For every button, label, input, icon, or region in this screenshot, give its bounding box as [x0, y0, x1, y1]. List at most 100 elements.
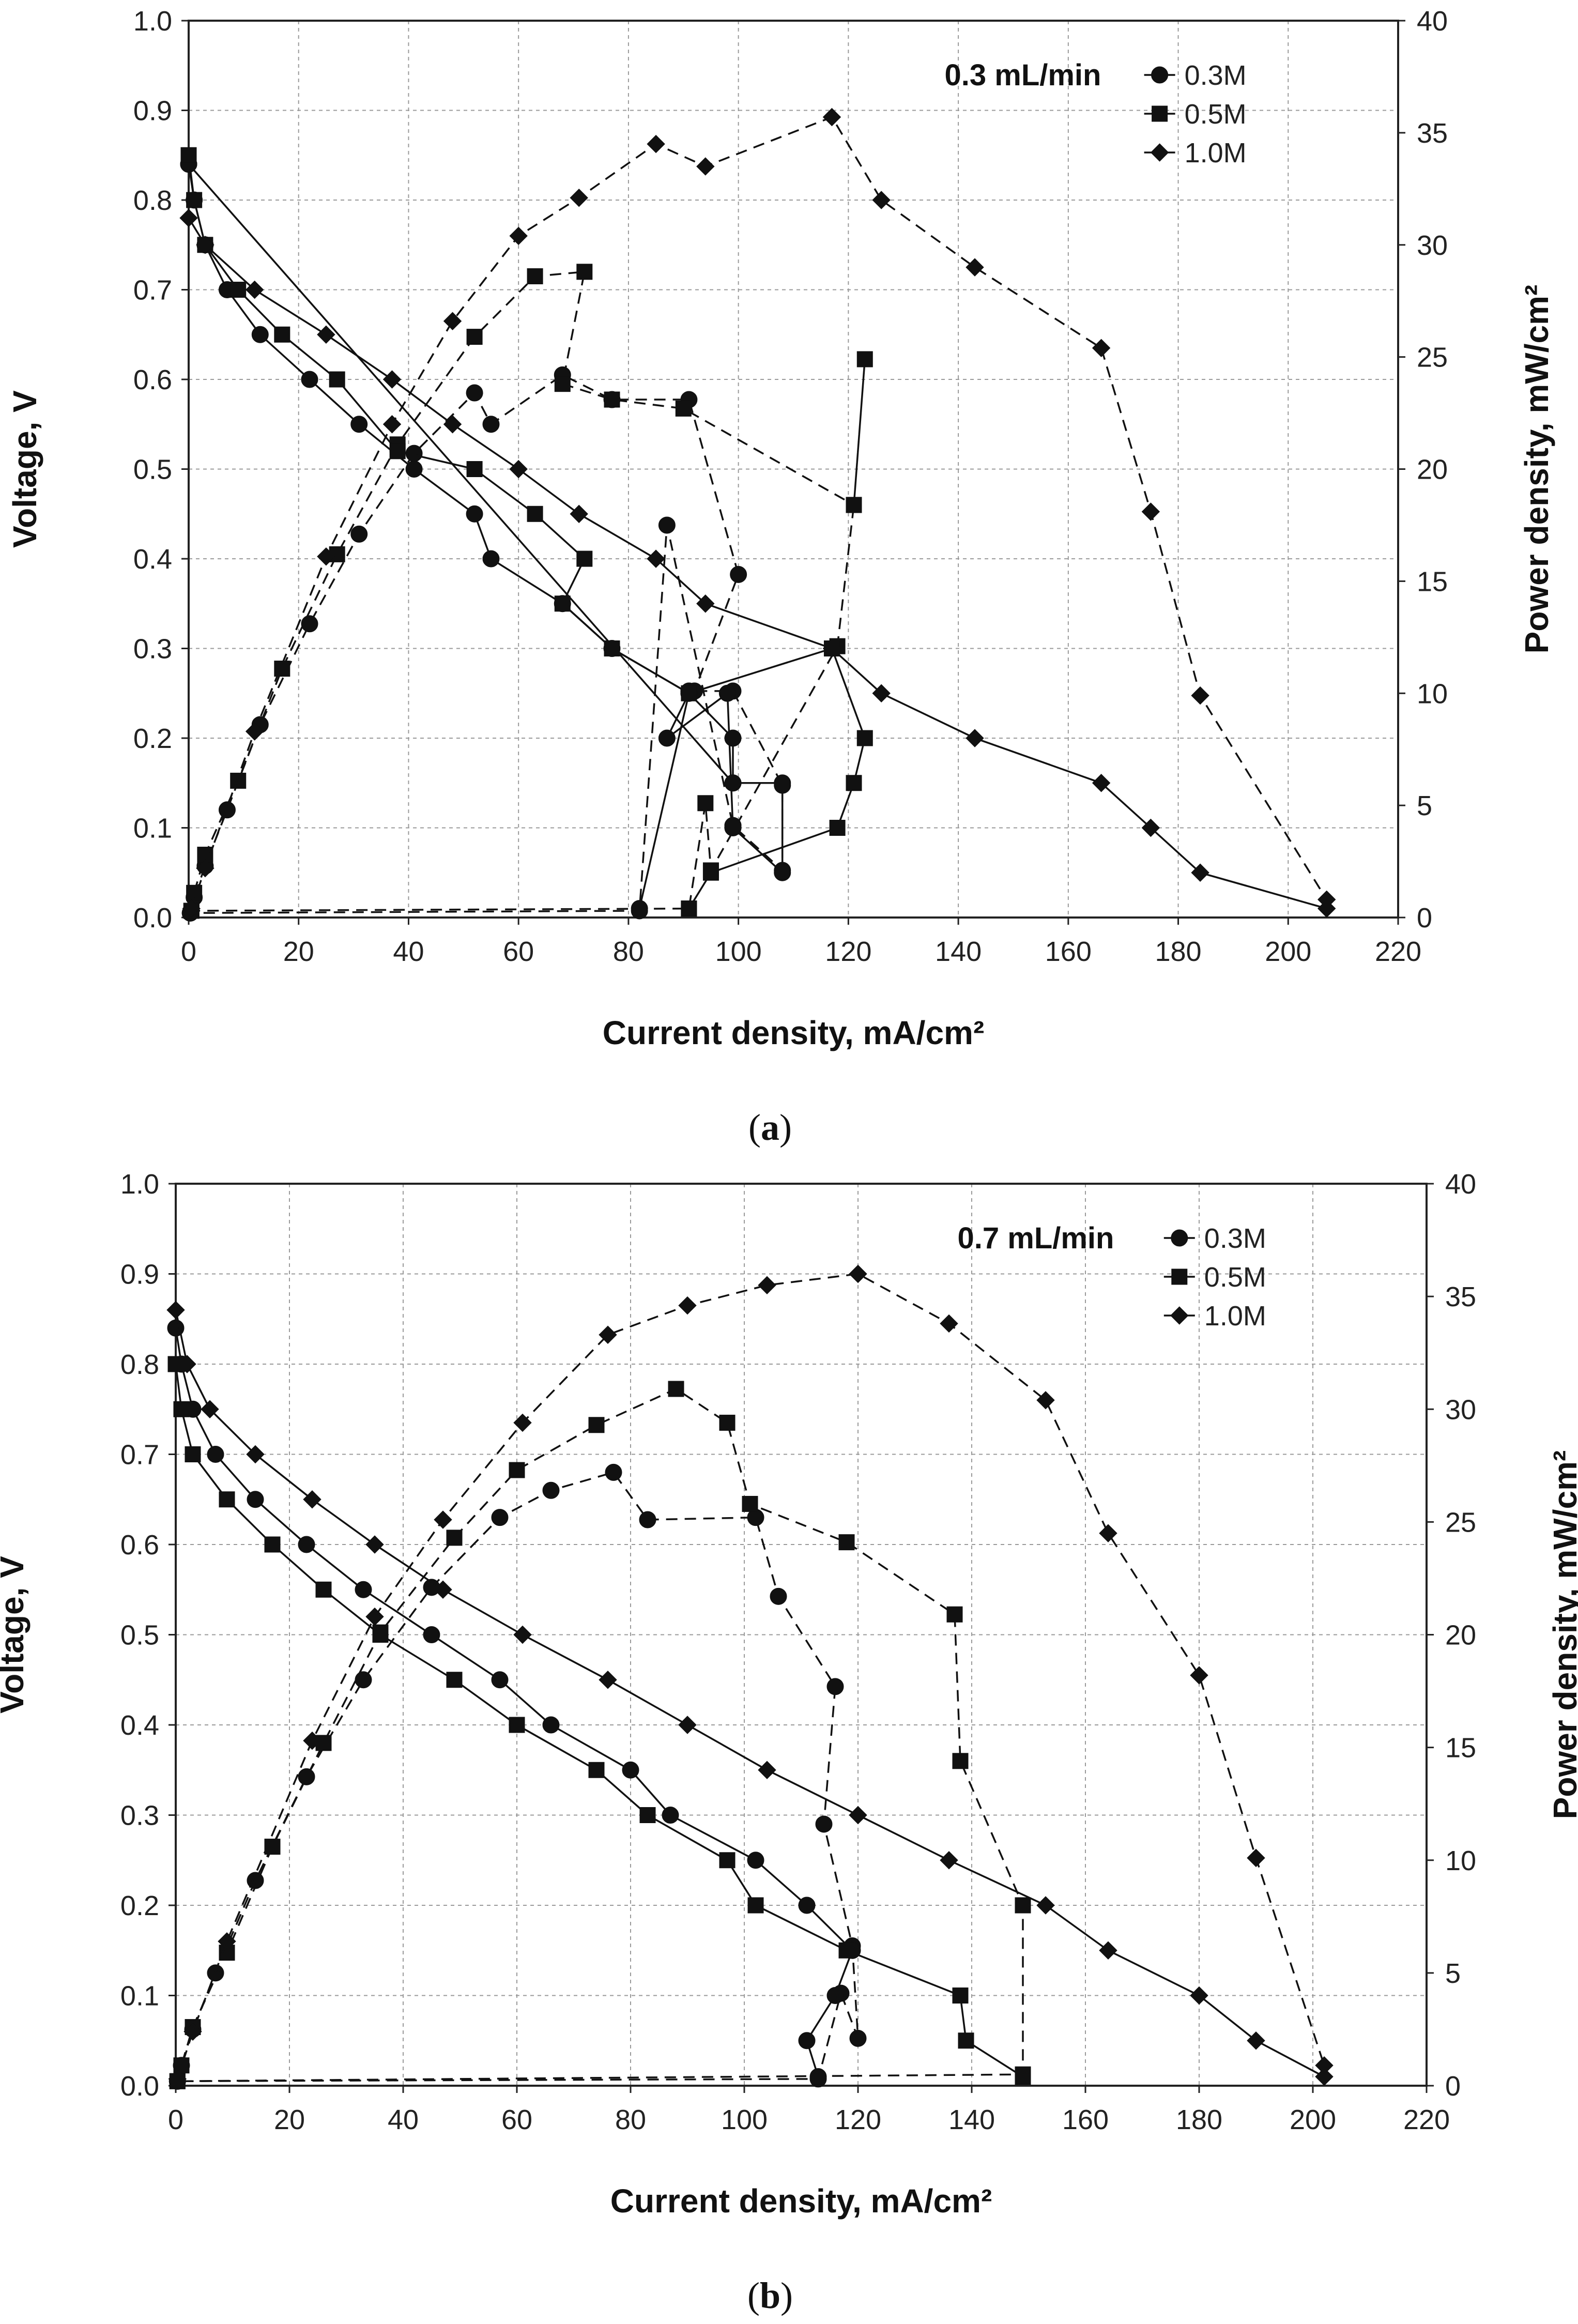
panel-b-series-1.0m — [166, 1264, 1334, 2088]
panel-a-caption-letter: a — [761, 1107, 779, 1148]
panel-b-legend-marker-1.0m — [1170, 1306, 1189, 1325]
panel-b-polarization-point-0.3m — [798, 1897, 816, 1914]
panel-a-x-tick-label: 120 — [825, 936, 871, 967]
panel-a-polarization-point-0.5m — [186, 192, 203, 208]
panel-a-power-point-1.0m — [822, 108, 841, 127]
panel-b-power-point-0.5m — [952, 1753, 969, 1769]
panel-a-y-left-tick-label: 0.0 — [133, 903, 172, 934]
panel-a-power-point-1.0m — [872, 191, 891, 209]
panel-b-x-tick-label: 220 — [1403, 2104, 1450, 2135]
panel-b-polarization-point-1.0m — [1315, 2067, 1334, 2086]
panel-a-power-point-1.0m — [443, 312, 462, 330]
panel-b-x-tick-label: 120 — [835, 2104, 881, 2135]
panel-a-polarization-point-0.3m — [724, 774, 742, 792]
panel-b-power-point-0.5m — [668, 1381, 684, 1397]
panel-b-flow-rate-annotation: 0.7 mL/min — [958, 1221, 1114, 1255]
panel-b-y-left-tick-label: 0.4 — [120, 1710, 159, 1741]
panel-b-y-left-axis-title: Voltage, V — [0, 1556, 30, 1714]
panel-b-power-point-0.3m — [605, 1463, 622, 1481]
panel-b-polarization-point-1.0m — [1190, 1986, 1208, 2005]
panel-a-polarization-point-0.3m — [251, 326, 269, 343]
panel-b-power-point-1.0m — [1099, 1524, 1117, 1542]
panel-a-x-tick-label: 60 — [503, 936, 534, 967]
panel-b-polarization-point-0.5m — [509, 1717, 525, 1733]
panel-a-polarization-point-1.0m — [443, 415, 462, 434]
panel-b-polarization-point-1.0m — [166, 1301, 185, 1320]
panel-b-power-curve-1.0m — [176, 1273, 1325, 2080]
panel-a-polarization-point-0.5m — [681, 685, 697, 701]
panel-b-power-point-0.3m — [849, 2029, 867, 2047]
panel-a-power-point-1.0m — [1092, 339, 1111, 357]
panel-b-polarization-point-1.0m — [201, 1400, 219, 1418]
panel-a-power-point-0.5m — [856, 351, 873, 368]
panel-a-flow-rate-annotation: 0.3 mL/min — [945, 58, 1101, 92]
panel-b-power-point-1.0m — [678, 1296, 697, 1315]
panel-b-polarization-point-0.5m — [952, 1987, 969, 2004]
panel-a-power-point-1.0m — [245, 722, 264, 741]
panel-b-polarization-point-1.0m — [303, 1490, 321, 1509]
panel-b-x-tick-label: 20 — [274, 2104, 305, 2135]
panel-a-x-tick-label: 160 — [1045, 936, 1092, 967]
panel-a-power-point-1.0m — [647, 134, 665, 154]
panel-a-power-point-1.0m — [696, 157, 715, 176]
panel-a-x-tick-label: 180 — [1155, 936, 1201, 967]
panel-a-polarization-point-0.5m — [681, 900, 697, 917]
panel-a-polarization-curve-1.0m — [188, 217, 1327, 910]
panel-b-power-point-0.3m — [826, 1678, 844, 1695]
panel-b-power-point-1.0m — [599, 1325, 617, 1344]
panel-a-x-tick-label: 200 — [1265, 936, 1311, 967]
panel-a-power-point-0.5m — [554, 376, 571, 392]
panel-b-power-point-0.5m — [173, 2057, 190, 2074]
panel-a-polarization-point-0.3m — [774, 774, 791, 792]
panel-b-y-right-tick-label: 5 — [1445, 1958, 1461, 1989]
panel-b-y-left-tick-label: 0.6 — [120, 1530, 159, 1561]
panel-b-power-point-0.5m — [1015, 1897, 1031, 1914]
panel-b-polarization-point-0.5m — [446, 1672, 463, 1688]
panel-a-x-tick-label: 0 — [181, 936, 196, 967]
panel-a-polarization-point-1.0m — [245, 280, 264, 299]
panel-b-series — [166, 1264, 1334, 2090]
panel-a-power-point-1.0m — [382, 415, 402, 434]
panel-a-polarization-point-1.0m — [696, 594, 715, 613]
panel-b-polarization-point-0.3m — [423, 1626, 440, 1643]
panel-a-power-point-1.0m — [317, 547, 335, 566]
panel-a-legend-marker-1.0m — [1150, 143, 1169, 162]
panel-a-x-tick-label: 100 — [715, 936, 762, 967]
panel-b-polarization-point-0.5m — [588, 1762, 605, 1778]
panel-a-y-right-tick-label: 10 — [1417, 678, 1448, 709]
panel-a-power-point-0.5m — [466, 329, 483, 345]
panel-a-polarization-point-0.5m — [604, 640, 620, 656]
panel-a-y-right-axis-title: Power density, mW/cm² — [1518, 285, 1555, 654]
panel-a-polarization-point-1.0m — [179, 208, 198, 227]
panel-b-polarization-point-1.0m — [678, 1716, 697, 1734]
panel-b-legend: 0.3M 0.5M 1.0M — [1163, 1223, 1266, 1332]
panel-a-power-point-0.3m — [730, 565, 747, 583]
panel-a-polarization-curve-0.3m — [188, 163, 734, 786]
panel-a-power-point-1.0m — [182, 899, 201, 918]
panel-a-x-tick-label: 20 — [283, 936, 314, 967]
panel-b-polarization-point-0.3m — [747, 1852, 764, 1869]
panel-b-y-right-tick-label: 0 — [1445, 2071, 1461, 2102]
panel-a-polarization-point-0.3m — [466, 505, 483, 523]
panel-b-y-right-tick-label: 15 — [1445, 1733, 1476, 1764]
panel-a-power-point-0.5m — [604, 391, 620, 408]
panel-a-caption: (a) — [748, 1107, 792, 1148]
panel-a-polarization-point-1.0m — [822, 639, 841, 658]
panel-a-y-left-tick-label: 1.0 — [133, 6, 172, 37]
panel-a-polarization-point-1.0m — [317, 325, 335, 344]
panel-a-polarization-curve-0.5m — [188, 155, 866, 909]
panel-b-y-left-tick-label: 0.5 — [120, 1620, 159, 1651]
panel-a-power-point-0.5m — [675, 400, 692, 417]
panel-b-y-right-tick-label: 30 — [1445, 1394, 1476, 1425]
panel-a-y-left-tick-label: 0.4 — [133, 544, 172, 575]
panel-b-power-point-0.3m — [491, 1509, 509, 1526]
panel-b-power-point-0.3m — [770, 1587, 787, 1605]
panel-a-polarization-point-1.0m — [1092, 774, 1111, 792]
panel-b-x-tick-label: 160 — [1062, 2104, 1109, 2135]
panel-b-power-point-1.0m — [218, 1932, 236, 1951]
panel-a-power-point-0.3m — [482, 416, 500, 433]
panel-a-polarization-point-1.0m — [1141, 818, 1160, 837]
panel-b-power-point-1.0m — [1247, 1848, 1265, 1868]
panel-b-power-point-1.0m — [1190, 1666, 1208, 1685]
